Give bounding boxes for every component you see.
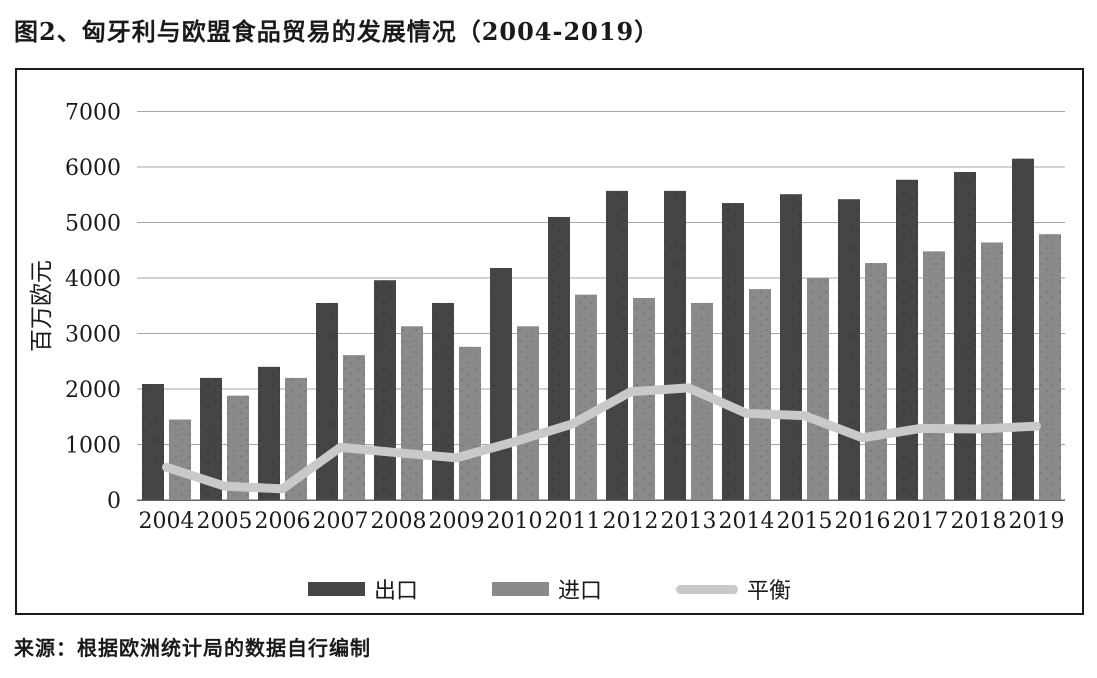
x-axis-label-2011: 2011	[545, 509, 601, 534]
legend-item-imports: 进口	[491, 573, 602, 605]
export-bar-2004	[142, 384, 164, 500]
export-bar-2015	[780, 194, 802, 500]
balance-legend-swatch-icon	[676, 584, 738, 594]
imports-legend-swatch-icon	[491, 582, 549, 596]
chart-frame: 0 1000 2000 3000 4000 5000 6000 7000 百万欧元 2004 200…	[15, 68, 1084, 615]
y-axis-tick-label: 4000	[65, 267, 121, 292]
x-axis-label-2008: 2008	[371, 509, 427, 534]
import-bar-2011	[575, 294, 597, 500]
export-bar-2016	[838, 199, 860, 500]
y-axis-tick-label: 5000	[65, 212, 121, 237]
export-bar-2013	[664, 190, 686, 500]
import-bar-2009	[459, 346, 481, 500]
source-note: 来源：根据欧洲统计局的数据自行编制	[14, 636, 371, 660]
exports-legend-swatch-icon	[307, 582, 365, 596]
export-bar-2014	[722, 203, 744, 500]
x-axis-label-2010: 2010	[487, 509, 543, 534]
x-axis-label-2017: 2017	[893, 509, 949, 534]
export-bar-2011	[548, 216, 570, 500]
import-bar-2012	[633, 297, 655, 500]
import-bar-2014	[749, 289, 771, 500]
x-axis-label-2004: 2004	[139, 509, 195, 534]
export-bar-2005	[200, 377, 222, 500]
import-bar-2013	[691, 302, 713, 500]
x-axis-label-2016: 2016	[835, 509, 891, 534]
exports-legend-label: 出口	[373, 579, 418, 604]
export-bar-2018	[954, 171, 976, 500]
import-bar-2004	[169, 419, 191, 500]
export-bar-2012	[606, 190, 628, 500]
y-axis-tick-label: 2000	[65, 378, 121, 403]
import-bar-2006	[285, 377, 307, 500]
export-bar-2007	[316, 302, 338, 500]
import-bar-2016	[865, 263, 887, 500]
balance-legend-label: 平衡	[747, 579, 792, 604]
x-axis-label-2019: 2019	[1009, 509, 1065, 534]
export-bar-2009	[432, 302, 454, 500]
y-axis-tick-label: 7000	[65, 101, 121, 126]
x-axis-label-2007: 2007	[313, 509, 369, 534]
x-axis-label-2012: 2012	[603, 509, 659, 534]
x-axis-label-2014: 2014	[719, 509, 775, 534]
y-axis-tick-label: 3000	[65, 323, 121, 348]
import-bar-2010	[517, 326, 539, 500]
import-bar-2007	[343, 355, 365, 500]
export-bar-2010	[490, 268, 512, 500]
import-bar-2015	[807, 278, 829, 500]
figure-title: 图2、匈牙利与欧盟食品贸易的发展情况（2004-2019）	[14, 17, 660, 46]
y-axis-tick-label: 0	[107, 489, 121, 514]
x-axis-label-2018: 2018	[951, 509, 1007, 534]
import-bar-2005	[227, 395, 249, 500]
import-bar-2018	[981, 242, 1003, 501]
balance-line	[162, 383, 1041, 494]
import-bar-2019	[1039, 234, 1061, 500]
x-axis-label-2013: 2013	[661, 509, 717, 534]
import-bar-2008	[401, 326, 423, 500]
y-axis-title: 百万欧元	[29, 260, 55, 352]
export-bar-2008	[374, 280, 396, 500]
y-axis-tick-label: 1000	[65, 434, 121, 459]
import-bar-2017	[923, 251, 945, 500]
export-bar-2006	[258, 366, 280, 500]
x-axis-label-2006: 2006	[255, 509, 311, 534]
export-bar-2019	[1012, 158, 1034, 501]
x-axis-label-2015: 2015	[777, 509, 833, 534]
export-bar-2017	[896, 179, 918, 500]
imports-legend-label: 进口	[557, 579, 602, 604]
x-axis-label-2009: 2009	[429, 509, 485, 534]
x-axis-label-2005: 2005	[197, 509, 253, 534]
legend-item-exports: 出口	[307, 573, 418, 605]
legend-item-balance: 平衡	[676, 573, 791, 605]
chart-legend: 出口 进口 平衡	[17, 573, 1082, 605]
y-axis-tick-label: 6000	[65, 156, 121, 181]
